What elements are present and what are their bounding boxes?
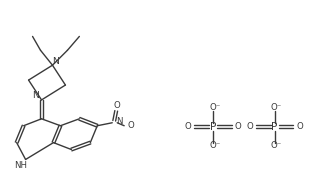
Text: O: O: [114, 101, 121, 110]
Text: NH: NH: [14, 161, 27, 170]
Text: O: O: [184, 122, 191, 131]
Text: O⁻: O⁻: [271, 103, 282, 112]
Text: O: O: [234, 122, 241, 131]
Text: N: N: [52, 57, 59, 66]
Text: O: O: [296, 122, 303, 131]
Text: O: O: [128, 121, 135, 130]
Text: O: O: [246, 122, 253, 131]
Text: O⁻: O⁻: [209, 103, 220, 112]
Text: O⁻: O⁻: [209, 141, 220, 150]
Text: P: P: [271, 122, 278, 132]
Text: N: N: [116, 117, 123, 126]
Text: O⁻: O⁻: [271, 141, 282, 150]
Text: P: P: [209, 122, 216, 132]
Text: N: N: [32, 92, 39, 100]
